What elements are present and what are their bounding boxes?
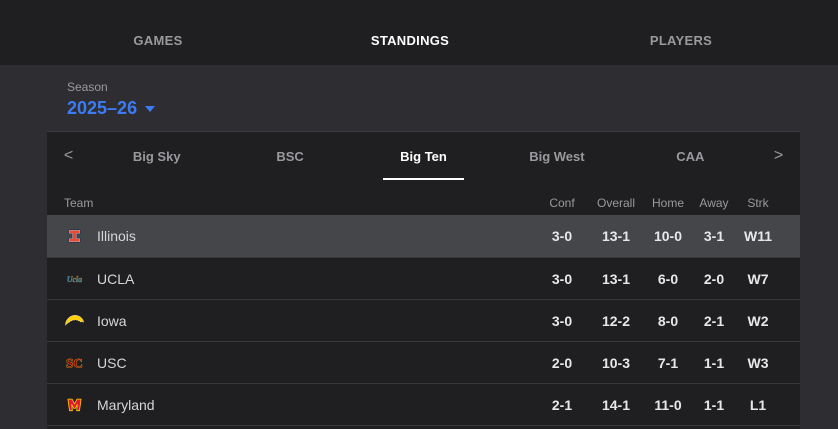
- svg-text:Ucla: Ucla: [67, 275, 82, 284]
- svg-text:SC: SC: [66, 355, 83, 370]
